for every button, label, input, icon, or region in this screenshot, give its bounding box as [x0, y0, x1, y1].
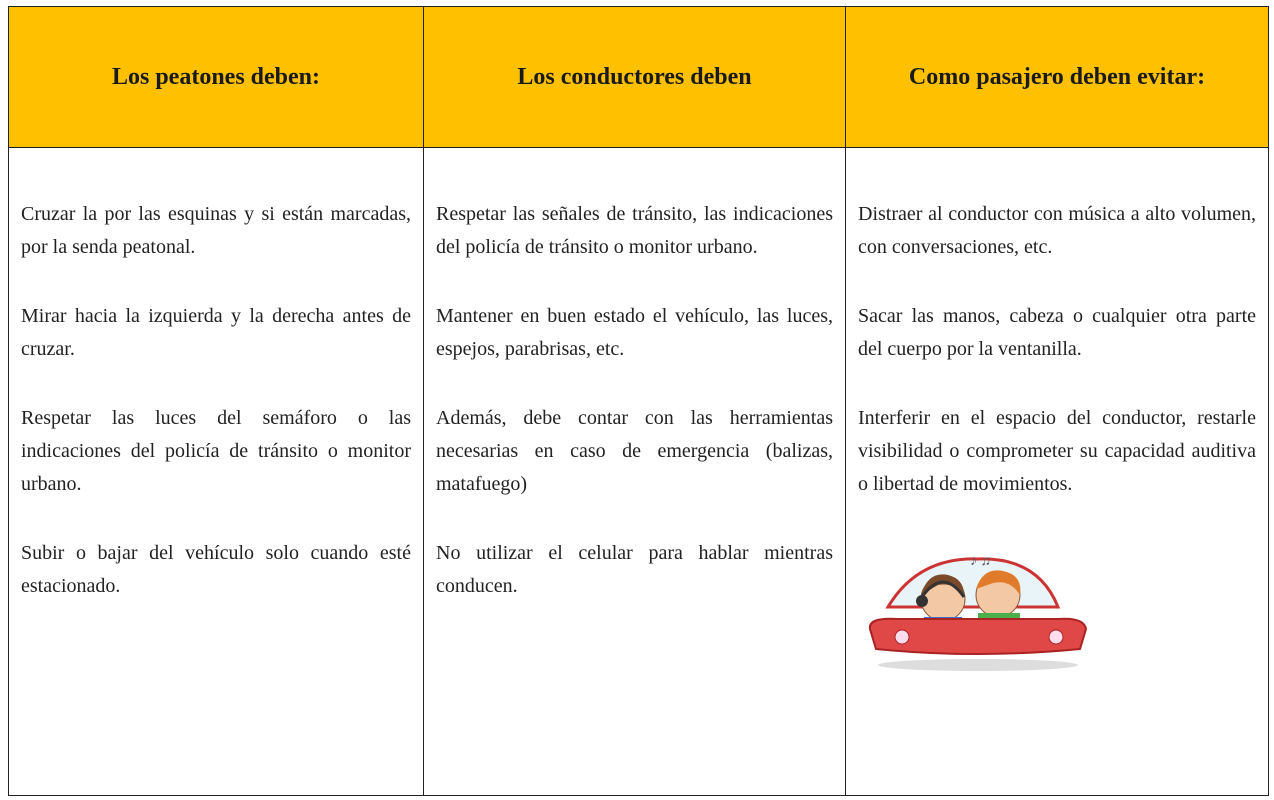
column-cell: Respetar las señales de tránsito, las in… — [423, 147, 846, 796]
svg-text:♪ ♫: ♪ ♫ — [970, 554, 991, 569]
car-illustration: ♪ ♫ — [868, 554, 1088, 671]
rule-paragraph: Sacar las manos, cabeza o cualquier otra… — [858, 305, 1256, 360]
rule-paragraph: Interferir en el espacio del conductor, … — [858, 407, 1256, 495]
body-row: Cruzar la por las esquinas y si están ma… — [8, 147, 1269, 796]
column-header: Como pasajero deben evitar: — [845, 6, 1269, 148]
rule-paragraph: Además, debe contar con las herramientas… — [436, 407, 833, 495]
rules-table: Los peatones deben: Los conductores debe… — [8, 6, 1269, 796]
rule-paragraph: Distraer al conductor con música a alto … — [858, 203, 1256, 258]
rule-paragraph: Respetar las señales de tránsito, las in… — [436, 203, 833, 258]
rule-paragraph: Cruzar la por las esquinas y si están ma… — [21, 203, 411, 258]
column-cell: Cruzar la por las esquinas y si están ma… — [8, 147, 424, 796]
column-header: Los peatones deben: — [8, 6, 424, 148]
rule-paragraph: Respetar las luces del semáforo o las in… — [21, 407, 411, 495]
column-cell: Distraer al conductor con música a alto … — [845, 147, 1269, 796]
rule-paragraph: Subir o bajar del vehículo solo cuando e… — [21, 542, 411, 597]
rule-paragraph: Mirar hacia la izquierda y la derecha an… — [21, 305, 411, 360]
column-header: Los conductores deben — [423, 6, 846, 148]
rule-paragraph: No utilizar el celular para hablar mient… — [436, 542, 833, 597]
header-row: Los peatones deben: Los conductores debe… — [8, 6, 1269, 148]
rule-paragraph: Mantener en buen estado el vehículo, las… — [436, 305, 833, 360]
